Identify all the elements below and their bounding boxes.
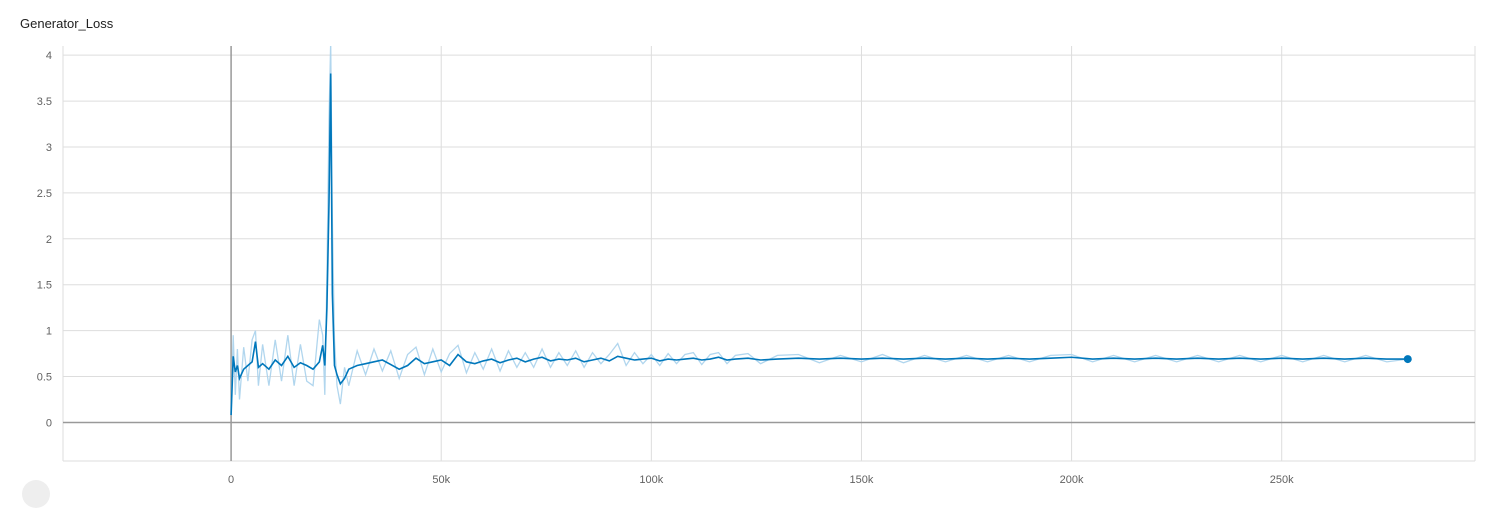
series-layer [230, 46, 1412, 416]
last-point-marker [1403, 355, 1412, 364]
y-tick-label: 0 [46, 417, 52, 429]
line-chart[interactable]: 0 50k 100k 150k 200k 250k 0 0.5 1 1.5 2 2.5 3 3.5 4 [0, 0, 1497, 489]
smoothed-series-line [230, 73, 1408, 416]
x-tick-label: 100k [639, 474, 663, 486]
axes [63, 46, 1475, 461]
x-tick-label: 0 [228, 474, 234, 486]
y-tick-label: 1 [46, 326, 52, 338]
y-tick-label: 3.5 [37, 96, 52, 108]
y-tick-label: 2 [46, 234, 52, 246]
y-tick-label: 3 [46, 142, 52, 154]
y-tick-label: 1.5 [37, 280, 52, 292]
resize-handle[interactable] [22, 480, 50, 508]
y-tick-label: 0.5 [37, 372, 52, 384]
x-tick-label: 50k [432, 474, 450, 486]
y-tick-label: 2.5 [37, 188, 52, 200]
x-tick-label: 250k [1270, 474, 1294, 486]
x-tick-label: 150k [850, 474, 874, 486]
y-tick-label: 4 [46, 50, 52, 62]
tick-labels: 0 50k 100k 150k 200k 250k 0 0.5 1 1.5 2 2.5 3 3.5 4 [37, 50, 1294, 486]
x-tick-label: 200k [1060, 474, 1084, 486]
chart-title: Generator_Loss [20, 16, 114, 31]
grid-lines [62, 46, 1476, 462]
